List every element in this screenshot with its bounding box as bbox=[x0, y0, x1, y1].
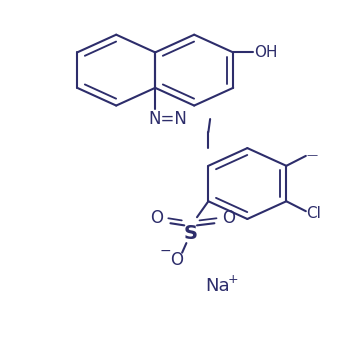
Text: S: S bbox=[184, 224, 198, 243]
Text: O: O bbox=[150, 208, 163, 226]
Text: O: O bbox=[170, 251, 183, 269]
Text: OH: OH bbox=[254, 45, 277, 60]
Text: Na: Na bbox=[205, 277, 229, 295]
Text: Cl: Cl bbox=[306, 206, 321, 221]
Text: —: — bbox=[306, 150, 318, 160]
Text: +: + bbox=[228, 274, 238, 287]
Text: O: O bbox=[222, 208, 235, 226]
Text: −: − bbox=[160, 244, 172, 258]
Text: N=N: N=N bbox=[148, 110, 187, 128]
